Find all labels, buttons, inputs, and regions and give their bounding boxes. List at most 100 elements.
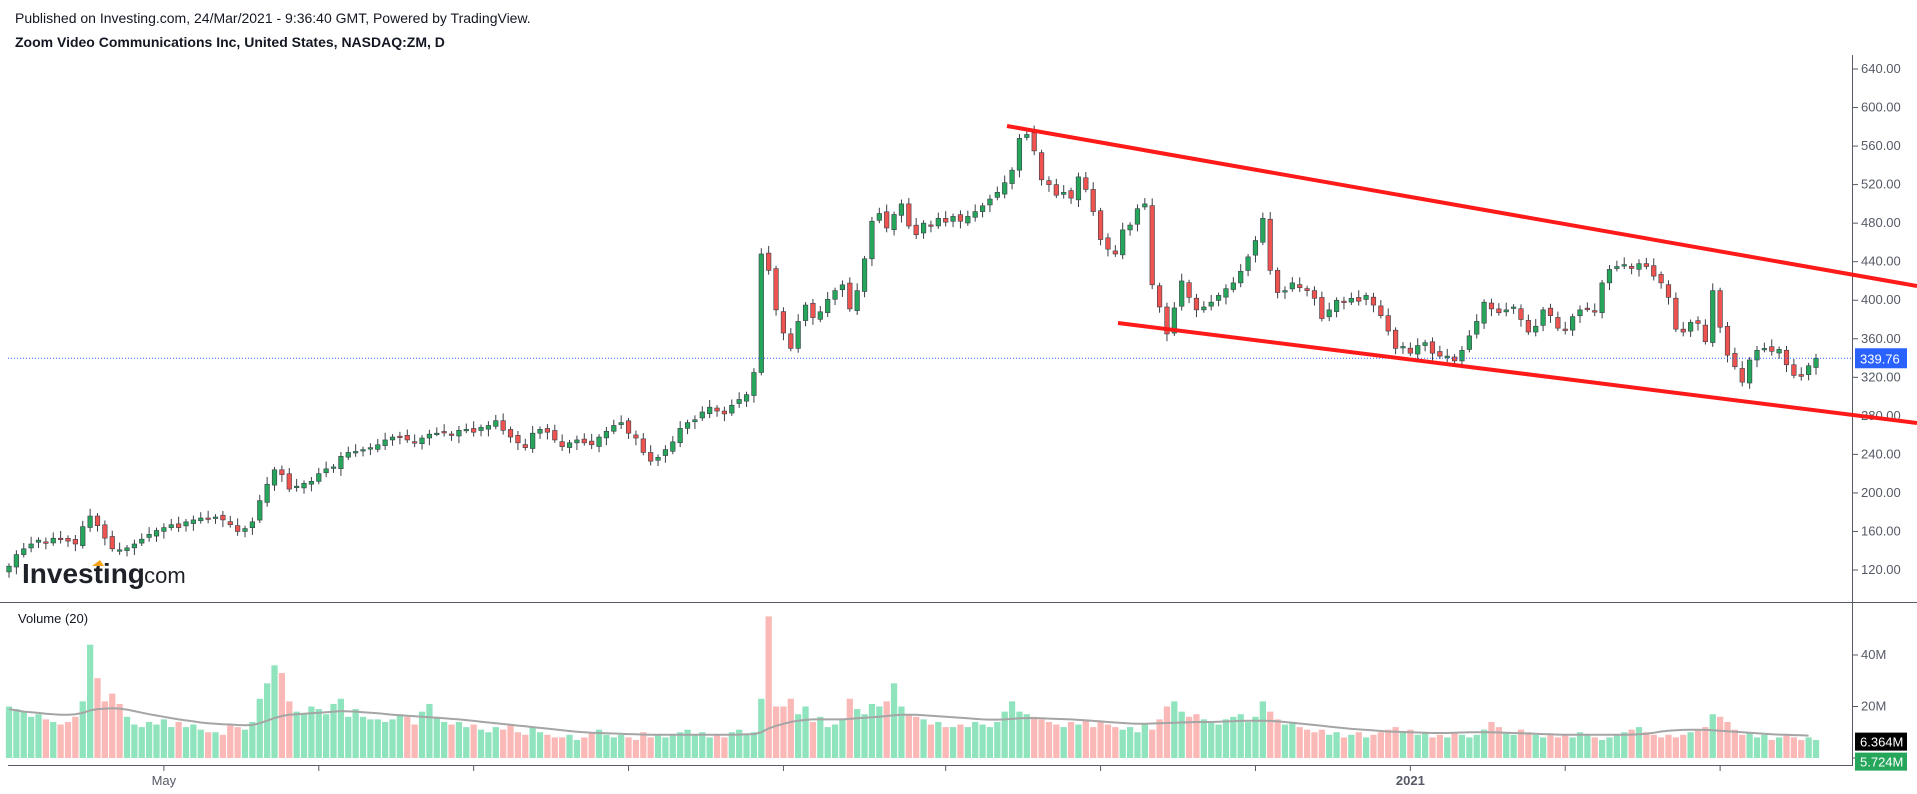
volume-bar (455, 721, 463, 758)
volume-bar (529, 727, 536, 758)
volume-bar (566, 734, 573, 758)
volume-bar (1451, 732, 1458, 758)
volume-bar (153, 724, 160, 758)
price-axis: 640.00 600.00 560.00 520.00 480.00 440.00 400.… (1852, 61, 1901, 577)
candle (655, 454, 661, 467)
candle (1614, 260, 1620, 272)
candle (677, 421, 683, 448)
volume-bar (1333, 732, 1340, 758)
candle (1791, 359, 1797, 379)
volume-bar (809, 721, 817, 758)
volume-bar (654, 734, 662, 758)
volume-bar (817, 716, 824, 758)
candle (1341, 296, 1347, 310)
volume-tick-label: 40M (1861, 647, 1886, 662)
candle (183, 518, 189, 532)
volume-bar (831, 724, 839, 758)
candle (736, 392, 742, 408)
volume-bar (1517, 729, 1525, 758)
channel-upper-trendline[interactable] (1006, 124, 1917, 288)
candle (190, 515, 196, 531)
candle (913, 217, 919, 240)
candle (1282, 286, 1288, 299)
candle (758, 248, 764, 376)
volume-bar (1554, 737, 1561, 758)
volume-bar (1399, 732, 1407, 758)
candle (1747, 357, 1753, 389)
candle (574, 435, 580, 451)
volume-bar (868, 703, 876, 758)
volume-bar (35, 714, 42, 758)
volume-bar (684, 729, 691, 758)
volume-bar (1495, 727, 1502, 758)
candle (1518, 304, 1524, 327)
svg-text:5.724M: 5.724M (1860, 755, 1903, 770)
candle (1002, 175, 1008, 199)
candle (367, 443, 373, 456)
volume-bar (441, 721, 448, 758)
candle (1636, 259, 1642, 277)
volume-bar (1031, 716, 1038, 758)
svg-text:6.364M: 6.364M (1860, 735, 1903, 750)
volume-bar (758, 698, 765, 758)
candle (301, 480, 307, 494)
candle (1577, 305, 1583, 323)
volume-bar (1458, 734, 1466, 758)
volume-bar (411, 724, 418, 758)
candle (471, 421, 477, 437)
candle (965, 210, 971, 226)
candle (780, 307, 787, 341)
candle (1547, 303, 1554, 323)
candle (249, 517, 255, 535)
volume-bar (1414, 734, 1421, 758)
volume-bar (1790, 737, 1798, 758)
volume-bar (1215, 724, 1222, 758)
volume-bar (647, 737, 654, 758)
candle (1621, 257, 1627, 270)
volume-bar (986, 727, 994, 758)
candle (257, 494, 263, 523)
candle (854, 283, 860, 315)
candle (552, 424, 558, 443)
volume-bar (1606, 737, 1613, 758)
candle (1393, 327, 1399, 355)
volume-bar (1746, 732, 1753, 758)
volume-bar (234, 727, 241, 758)
volume-bar (1694, 729, 1702, 758)
candle (817, 306, 823, 323)
volume-bar (787, 698, 794, 758)
volume-bar (1657, 737, 1665, 758)
volume-bar (477, 729, 485, 758)
volume-bar (920, 719, 927, 758)
candle (1525, 314, 1531, 335)
candle (1400, 342, 1406, 354)
candle (1348, 292, 1354, 306)
candle (21, 543, 27, 558)
volume-bar (1739, 734, 1746, 758)
volume-bar (898, 706, 905, 758)
candle (109, 530, 115, 552)
candle (1297, 277, 1303, 293)
price-tick-label: 160.00 (1861, 523, 1901, 538)
candle (618, 415, 624, 429)
volume-bar (573, 739, 581, 758)
volume-bar (138, 727, 145, 758)
volume-bar (839, 719, 846, 758)
candle (1267, 211, 1273, 275)
volume-bar (1060, 727, 1067, 758)
volume-bar (949, 727, 957, 758)
volume-bar (1112, 727, 1119, 758)
candle (485, 421, 491, 437)
volume-bar (1562, 734, 1569, 758)
candle (692, 415, 698, 429)
candle (802, 302, 809, 327)
volume-bar (507, 724, 514, 758)
volume-bar (595, 729, 603, 758)
candle (825, 292, 831, 317)
volume-bar (1385, 729, 1392, 758)
volume-bar (1200, 719, 1207, 758)
channel-lower-trendline[interactable] (1117, 321, 1917, 425)
candle (566, 439, 573, 454)
candle (1488, 298, 1495, 317)
